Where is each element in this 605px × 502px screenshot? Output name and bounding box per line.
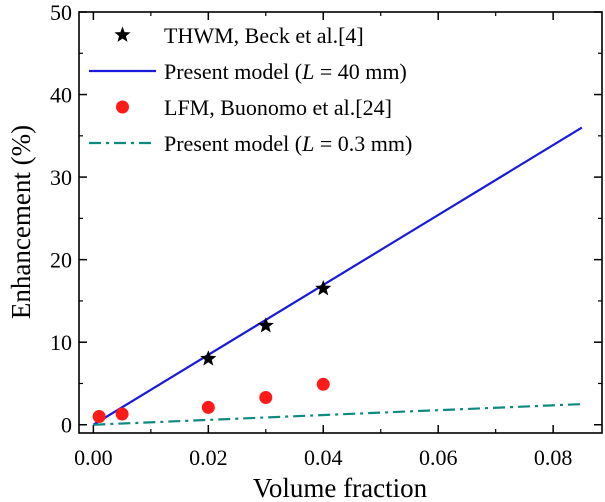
data-point-circle [201, 400, 215, 414]
legend-label: Present model (L = 40 mm) [164, 59, 407, 84]
y-tick-label: 40 [50, 83, 72, 108]
data-point-star [200, 350, 217, 366]
x-tick-label: 0.02 [189, 445, 228, 470]
x-tick-label: 0.06 [419, 445, 458, 470]
plot-frame [78, 11, 603, 434]
legend-label: LFM, Buonomo et al.[24] [164, 95, 392, 120]
data-point-star [315, 280, 332, 296]
y-tick-label: 30 [50, 165, 72, 190]
x-tick-label: 0.04 [304, 445, 343, 470]
series-line [92, 126, 583, 426]
legend-label: Present model (L = 0.3 mm) [164, 131, 412, 156]
series-line [93, 403, 582, 426]
x-tick-label: 0.00 [74, 445, 113, 470]
x-tick-label: 0.08 [534, 445, 573, 470]
data-point-circle [115, 407, 129, 421]
ticks: 0.00 0.02 0.04 0.06 0.08 0 10 20 30 40 50 [50, 0, 602, 470]
data-point-circle [316, 377, 330, 391]
legend-label: THWM, Beck et al.[4] [164, 23, 364, 48]
y-axis-title: Enhancement (%) [6, 125, 36, 319]
legend: THWM, Beck et al.[4] Present model (L = 4… [89, 23, 412, 156]
legend-circle-swatch [116, 100, 129, 114]
data-point-star [257, 317, 274, 333]
data-point-circle [259, 391, 273, 405]
x-axis-title: Volume fraction [253, 473, 428, 502]
y-tick-label: 0 [61, 413, 72, 438]
y-tick-label: 10 [50, 330, 72, 355]
y-tick-label: 20 [50, 248, 72, 273]
data-point-circle [92, 409, 106, 423]
legend-star-swatch [114, 26, 131, 42]
y-tick-label: 50 [50, 0, 72, 25]
series-layer [92, 126, 583, 426]
